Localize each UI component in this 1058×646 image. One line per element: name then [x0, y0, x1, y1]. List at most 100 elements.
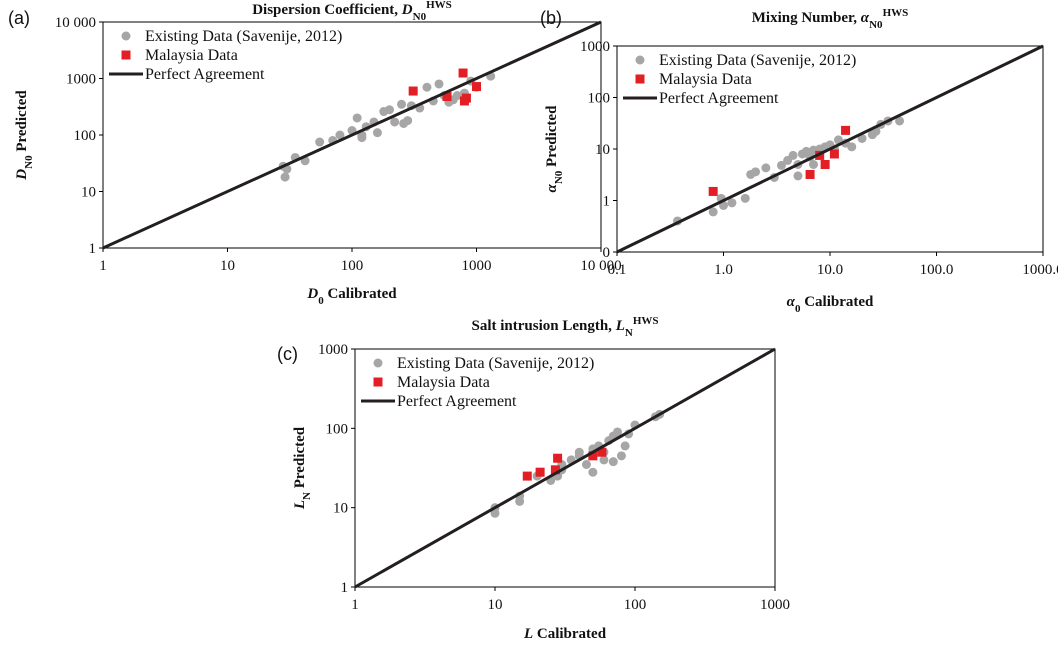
y-axis-label: LN Predicted [292, 426, 313, 510]
text-part: 0 [795, 303, 801, 315]
point [434, 79, 444, 89]
legend-label: Existing Data (Savenije, 2012) [145, 28, 342, 45]
point [613, 427, 623, 437]
text-part: Calibrated [324, 286, 398, 302]
plot-frame [354, 348, 776, 588]
perfect-line [102, 20, 602, 250]
y-tick-label: 1000 [580, 39, 610, 55]
x-tick-label: 10.0 [817, 262, 843, 278]
point [408, 86, 418, 96]
x-tick-label: 10 [488, 597, 503, 613]
point [490, 508, 500, 518]
text-part: Predicted [292, 426, 308, 492]
text-part: Dispersion Coefficient, [252, 2, 402, 18]
y-tick-label: 10 000 [55, 15, 96, 31]
x-tick-label: 100 [624, 597, 647, 613]
point [727, 198, 737, 208]
text-part: HWS [633, 315, 659, 327]
point [390, 117, 400, 127]
point [895, 116, 905, 126]
y-axis-label: DN0 Predicted [14, 90, 35, 181]
text-part: α [861, 10, 870, 26]
point [620, 441, 630, 451]
point [740, 193, 750, 203]
point [574, 447, 584, 457]
y-tick-label: 1000 [318, 342, 348, 358]
x-axis-label: D0 Calibrated [306, 286, 397, 307]
point [535, 467, 545, 477]
x-tick-label: 100 [341, 258, 364, 274]
x-tick-label: 100.0 [920, 262, 954, 278]
point [581, 460, 591, 470]
point [793, 171, 803, 181]
point [352, 113, 362, 123]
text-part: α [787, 294, 796, 310]
point [708, 186, 718, 196]
y-tick-label: 10 [333, 501, 348, 517]
point [315, 137, 325, 147]
y-tick-label: 100 [74, 128, 97, 144]
point [372, 128, 382, 138]
x-tick-label: 0.1 [608, 262, 627, 278]
point [597, 447, 607, 457]
y-tick-label: 10 [81, 185, 96, 201]
point [550, 465, 560, 475]
legend-label: Malaysia Data [397, 374, 490, 391]
point [472, 82, 481, 92]
legend-swatch [373, 358, 383, 368]
point [588, 467, 598, 477]
text-part: N [301, 492, 313, 500]
legend-label: Malaysia Data [145, 47, 238, 64]
point [452, 91, 462, 101]
chart-title: Salt intrusion Length, LNHWS [471, 315, 658, 339]
text-part: L [523, 626, 533, 642]
x-tick-label: 10 000 [580, 258, 621, 274]
text-part: L [615, 318, 625, 334]
x-tick-label: 1.0 [714, 262, 733, 278]
text-part: N [625, 327, 633, 339]
point [805, 169, 815, 179]
point [384, 105, 394, 115]
point [751, 167, 761, 177]
point [608, 457, 618, 467]
point [522, 471, 532, 481]
legend-label: Perfect Agreement [397, 393, 517, 410]
legend-swatch [635, 74, 645, 84]
y-axis-label: αN0 Predicted [544, 105, 565, 193]
point [829, 149, 839, 159]
text-part: D [14, 169, 30, 181]
point [397, 99, 407, 109]
point [461, 93, 471, 103]
point [280, 172, 290, 182]
point [776, 160, 786, 170]
point [403, 116, 413, 126]
point [422, 82, 432, 92]
point [708, 207, 718, 217]
perfect-line [354, 347, 776, 589]
text-part: D [306, 286, 318, 302]
point [809, 160, 819, 170]
text-part: N0 [869, 19, 883, 31]
perfect-line [616, 44, 1044, 254]
point [761, 163, 771, 173]
text-part: Calibrated [800, 294, 874, 310]
x-tick-label: 1000.0 [1022, 262, 1058, 278]
text-part: 0 [318, 295, 324, 307]
point [442, 92, 452, 102]
text-part: Salt intrusion Length, [471, 318, 615, 334]
x-tick-label: 1000 [462, 258, 492, 274]
point [599, 455, 609, 465]
x-tick-label: 1000 [760, 597, 790, 613]
text-part: α [544, 183, 560, 192]
x-axis-label: α0 Calibrated [787, 294, 874, 315]
y-tick-label: 1 [603, 194, 611, 210]
text-part: N0 [23, 155, 35, 169]
legend-swatch [121, 31, 131, 41]
x-axis-label: L Calibrated [523, 626, 607, 642]
point [847, 142, 857, 152]
text-part: N0 [553, 170, 565, 184]
text-part: D [401, 2, 413, 18]
